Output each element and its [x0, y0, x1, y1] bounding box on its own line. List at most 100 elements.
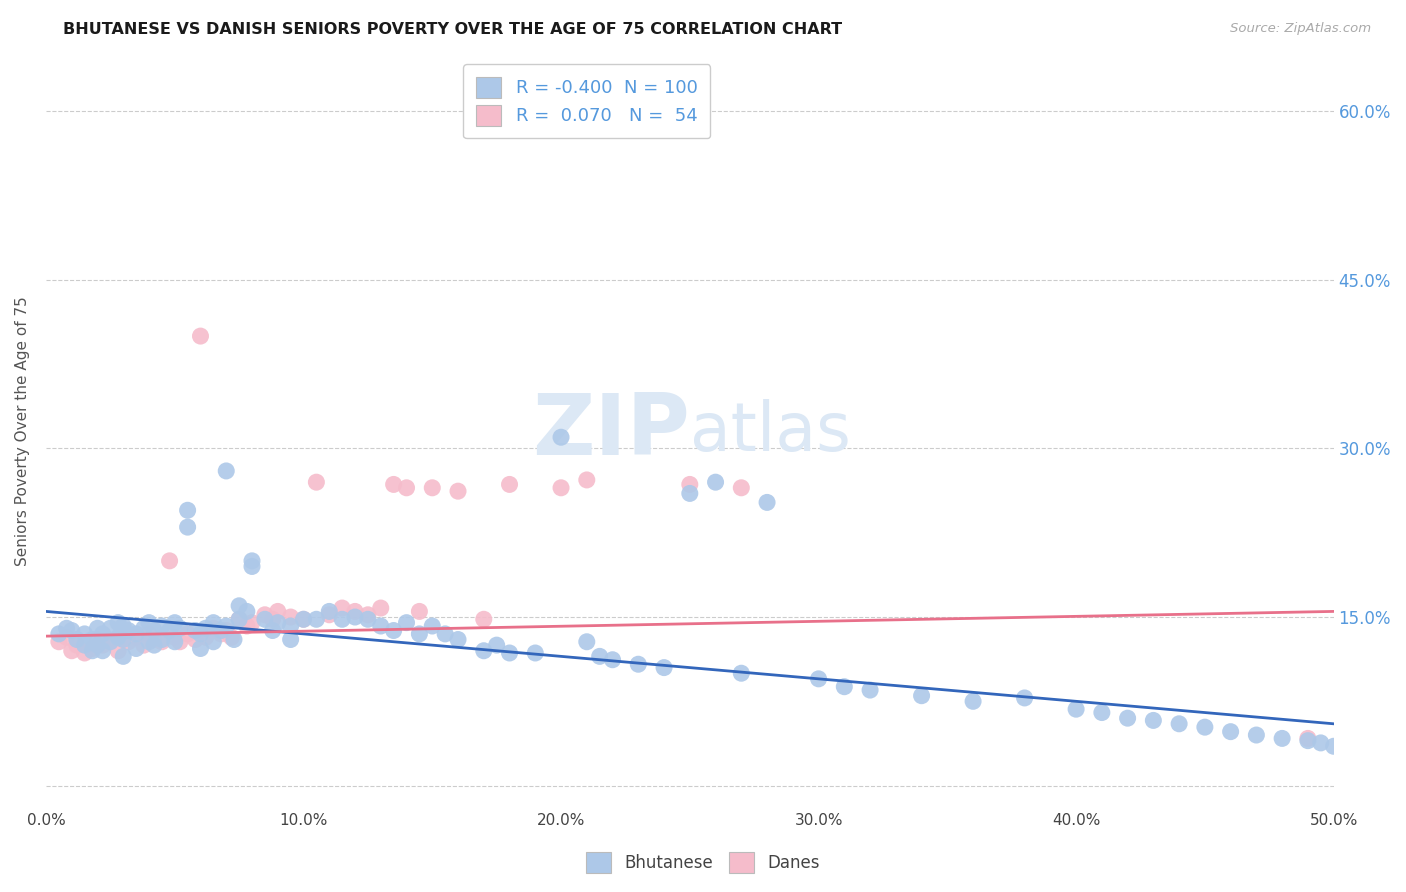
- Point: [434, 627, 457, 641]
- Point: [305, 475, 328, 490]
- Point: [420, 619, 443, 633]
- Point: [91, 627, 114, 641]
- Point: [1296, 731, 1319, 746]
- Point: [86, 621, 108, 635]
- Point: [66, 632, 89, 647]
- Point: [60, 624, 83, 638]
- Point: [1271, 731, 1294, 746]
- Point: [82, 644, 104, 658]
- Point: [756, 495, 779, 509]
- Point: [1323, 739, 1346, 754]
- Text: atlas: atlas: [690, 399, 851, 465]
- Point: [370, 619, 392, 633]
- Point: [807, 672, 830, 686]
- Point: [1309, 736, 1331, 750]
- Point: [370, 601, 392, 615]
- Point: [132, 638, 155, 652]
- Point: [112, 619, 135, 633]
- Point: [602, 653, 624, 667]
- Point: [228, 599, 250, 613]
- Point: [209, 627, 232, 641]
- Point: [292, 612, 315, 626]
- Point: [962, 694, 984, 708]
- Point: [176, 503, 198, 517]
- Point: [138, 627, 160, 641]
- Point: [169, 621, 191, 635]
- Point: [159, 554, 181, 568]
- Point: [112, 632, 135, 647]
- Point: [472, 612, 495, 626]
- Point: [280, 632, 302, 647]
- Point: [60, 644, 83, 658]
- Point: [343, 604, 366, 618]
- Point: [408, 627, 430, 641]
- Point: [704, 475, 727, 490]
- Point: [280, 619, 302, 633]
- Point: [163, 615, 186, 630]
- Point: [107, 630, 129, 644]
- Point: [194, 630, 217, 644]
- Point: [498, 646, 520, 660]
- Point: [589, 649, 612, 664]
- Point: [1142, 714, 1164, 728]
- Point: [190, 641, 212, 656]
- Point: [679, 486, 702, 500]
- Point: [209, 624, 232, 638]
- Point: [228, 612, 250, 626]
- Point: [382, 477, 405, 491]
- Point: [159, 624, 181, 638]
- Point: [1296, 733, 1319, 747]
- Y-axis label: Seniors Poverty Over the Age of 75: Seniors Poverty Over the Age of 75: [15, 297, 30, 566]
- Point: [150, 619, 173, 633]
- Point: [190, 329, 212, 343]
- Point: [86, 638, 108, 652]
- Point: [330, 612, 353, 626]
- Point: [262, 624, 284, 638]
- Point: [117, 624, 139, 638]
- Point: [125, 627, 148, 641]
- Point: [117, 634, 139, 648]
- Point: [330, 601, 353, 615]
- Point: [125, 630, 148, 644]
- Point: [1219, 724, 1241, 739]
- Point: [82, 632, 104, 647]
- Point: [73, 638, 96, 652]
- Point: [498, 477, 520, 491]
- Point: [730, 481, 752, 495]
- Point: [524, 646, 547, 660]
- Point: [627, 657, 650, 672]
- Point: [305, 612, 328, 626]
- Point: [176, 520, 198, 534]
- Point: [82, 641, 104, 656]
- Point: [215, 464, 238, 478]
- Point: [107, 615, 129, 630]
- Point: [253, 607, 276, 622]
- Point: [859, 683, 882, 698]
- Point: [1246, 728, 1268, 742]
- Point: [679, 477, 702, 491]
- Point: [184, 624, 207, 638]
- Point: [138, 634, 160, 648]
- Point: [267, 615, 290, 630]
- Point: [1116, 711, 1139, 725]
- Point: [48, 627, 70, 641]
- Point: [150, 632, 173, 647]
- Point: [73, 646, 96, 660]
- Point: [1091, 706, 1114, 720]
- Point: [382, 624, 405, 638]
- Point: [420, 481, 443, 495]
- Point: [1194, 720, 1216, 734]
- Point: [395, 481, 418, 495]
- Point: [262, 612, 284, 626]
- Point: [190, 627, 212, 641]
- Point: [55, 630, 77, 644]
- Point: [318, 607, 340, 622]
- Point: [408, 604, 430, 618]
- Point: [202, 634, 225, 648]
- Point: [143, 638, 166, 652]
- Point: [202, 621, 225, 635]
- Point: [169, 634, 191, 648]
- Legend: Bhutanese, Danes: Bhutanese, Danes: [579, 846, 827, 880]
- Point: [240, 615, 263, 630]
- Point: [48, 634, 70, 648]
